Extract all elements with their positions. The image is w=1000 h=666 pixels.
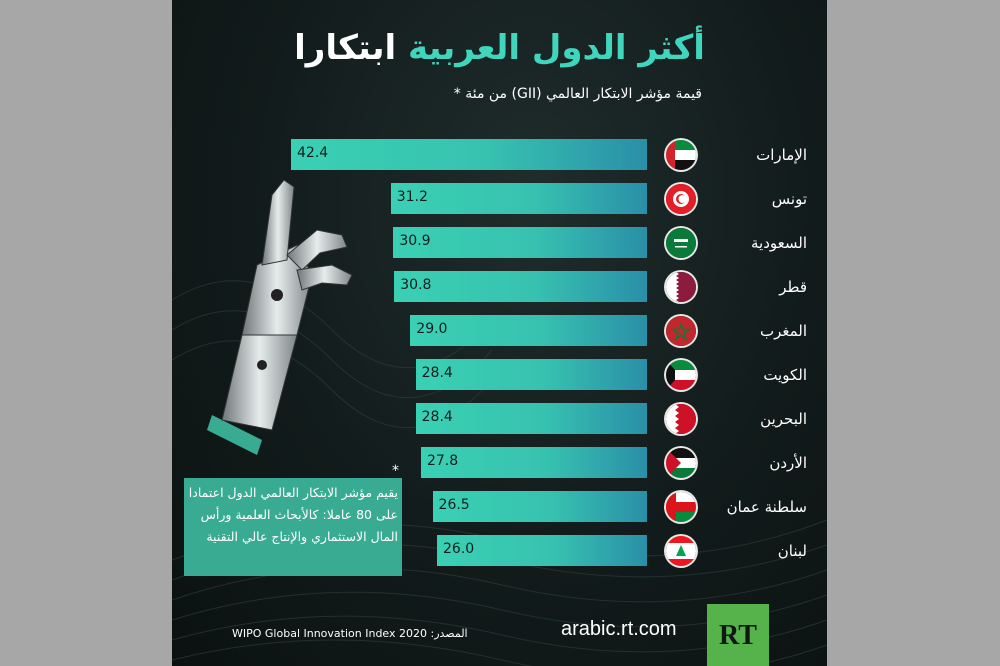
flag-icon xyxy=(666,536,696,566)
chart-subtitle: قيمة مؤشر الابتكار العالمي (GII) من مئة … xyxy=(453,86,702,102)
bar: 30.9 xyxy=(393,227,647,258)
rt-logo-text: RT xyxy=(719,620,757,651)
rt-logo: RT xyxy=(707,604,769,666)
flag-icon xyxy=(666,228,696,258)
bar: 42.4 xyxy=(291,139,647,170)
category-label: الأردن xyxy=(769,454,807,472)
category-label: الكويت xyxy=(763,366,807,384)
bar-value-label: 29.0 xyxy=(416,321,448,337)
title-accent: أكثر الدول العربية xyxy=(408,28,705,68)
bar: 31.2 xyxy=(390,183,647,214)
bar-value-label: 31.2 xyxy=(396,189,428,205)
bar-value-label: 30.9 xyxy=(399,233,431,249)
bar: 29.0 xyxy=(410,315,647,346)
flag-icon xyxy=(666,448,696,478)
bar-value-label: 42.4 xyxy=(297,145,329,161)
bar-value-label: 27.8 xyxy=(426,453,459,469)
flag-icon xyxy=(666,272,696,302)
bar-value-label: 28.4 xyxy=(421,409,453,425)
bar: 27.8 xyxy=(420,447,647,478)
robot-hand-illustration xyxy=(207,179,353,455)
infographic-poster: أكثر الدول العربية ابتكارا قيمة مؤشر الا… xyxy=(172,0,827,666)
bar-value-label: 26.5 xyxy=(438,497,470,513)
category-label: الإمارات xyxy=(756,146,807,164)
bar-value-label: 28.4 xyxy=(421,365,453,381)
bar-value-label: 30.8 xyxy=(400,277,432,293)
flag-icon xyxy=(666,316,696,346)
flag-icon xyxy=(666,140,696,170)
category-label: سلطنة عمان xyxy=(726,498,807,516)
bar-value-label: 26.0 xyxy=(443,541,475,557)
note-text: يقيم مؤشر الابتكار العالمي الدول اعتمادا… xyxy=(188,485,398,544)
category-label: السعودية xyxy=(750,234,807,252)
flag-icon xyxy=(666,184,696,214)
flag-icon xyxy=(666,492,696,522)
title-white: ابتكارا xyxy=(294,28,397,68)
bar: 28.4 xyxy=(415,359,647,390)
bar: 28.4 xyxy=(415,403,647,434)
site-url[interactable]: arabic.rt.com xyxy=(561,618,677,640)
category-label: قطر xyxy=(779,278,807,296)
flag-icon xyxy=(666,360,696,390)
note-star: * xyxy=(392,463,399,479)
category-label: تونس xyxy=(771,190,807,208)
bar: 30.8 xyxy=(394,271,647,302)
category-label: البحرين xyxy=(760,410,807,428)
category-label: المغرب xyxy=(759,322,807,340)
category-label: لبنان xyxy=(777,542,807,560)
source-credit: WIPO Global Innovation Index 2020 :المصد… xyxy=(232,627,468,640)
bar: 26.0 xyxy=(437,535,647,566)
flag-icon xyxy=(666,404,696,434)
bar: 26.5 xyxy=(432,491,647,522)
chart-title: أكثر الدول العربية ابتكارا xyxy=(172,28,827,68)
note-box xyxy=(184,478,402,576)
